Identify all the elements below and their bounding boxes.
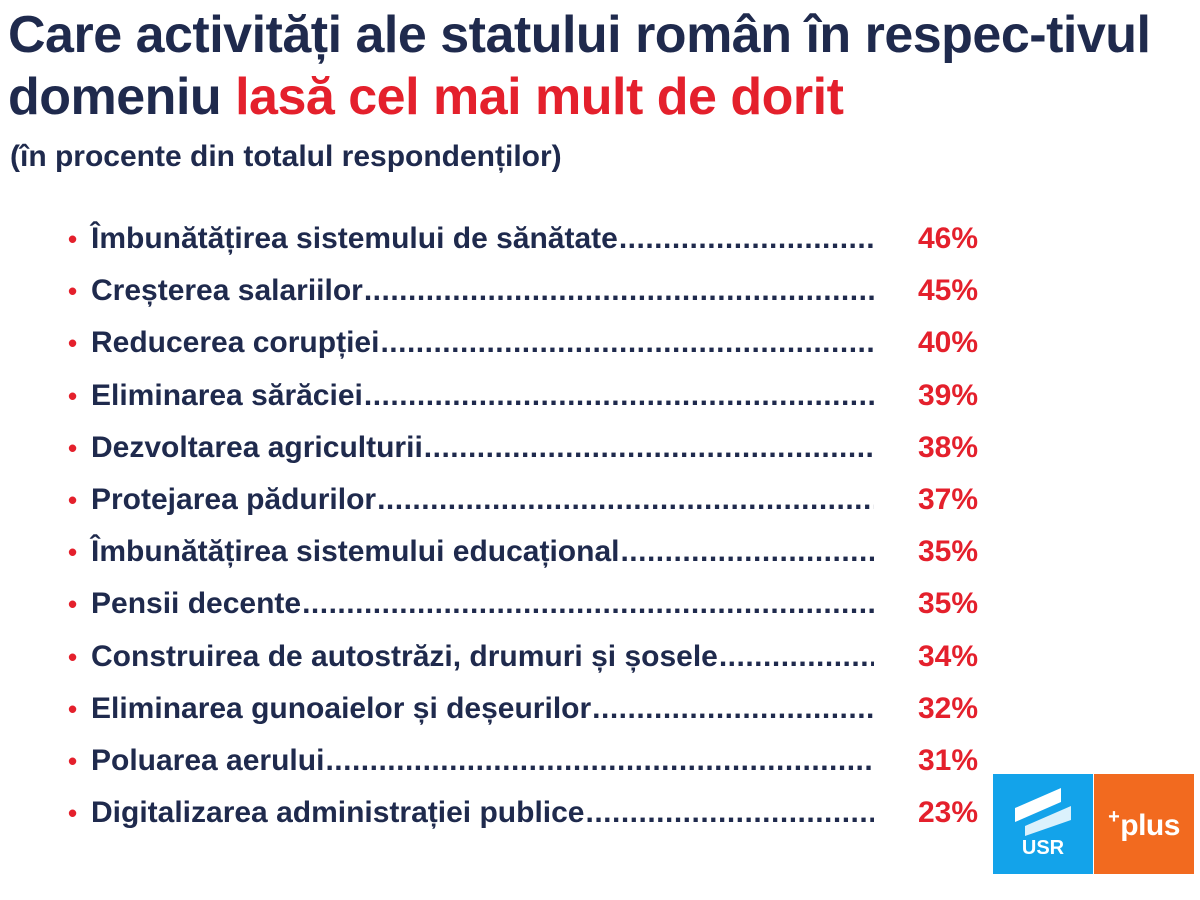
list-item: • Îmbunătățirea sistemului de sănătate 46% — [68, 222, 978, 274]
dot-leader — [592, 692, 874, 726]
dot-leader — [619, 222, 874, 256]
item-label: Pensii decente — [91, 587, 302, 621]
bullet-icon: • — [68, 641, 78, 672]
item-percent: 35% — [917, 587, 978, 621]
item-label: Construirea de autostrăzi, drumuri și șo… — [91, 639, 718, 673]
list-item: • Poluarea aerului 31% — [68, 744, 978, 796]
item-label: Reducerea corupției — [91, 326, 380, 360]
plus-sign-icon: + — [1108, 806, 1120, 828]
list-item: • Dezvoltarea agriculturii 38% — [68, 431, 978, 483]
list-item: • Digitalizarea administrației publice 23% — [68, 796, 978, 848]
title-main: Care activități ale statului român în re… — [8, 6, 1151, 126]
item-label: Dezvoltarea agriculturii — [91, 430, 423, 464]
item-percent: 34% — [917, 639, 978, 673]
item-percent: 38% — [917, 430, 978, 464]
item-percent: 45% — [917, 274, 978, 308]
item-label: Poluarea aerului — [91, 743, 325, 777]
item-label: Eliminarea sărăciei — [91, 378, 363, 412]
bullet-icon: • — [68, 745, 78, 776]
item-percent: 32% — [917, 691, 978, 725]
item-percent: 46% — [917, 222, 978, 255]
item-percent: 37% — [917, 482, 978, 516]
item-label: Digitalizarea administrației publice — [91, 796, 585, 830]
item-label: Protejarea pădurilor — [91, 482, 377, 516]
bullet-icon: • — [68, 537, 78, 568]
bullet-icon: • — [68, 224, 78, 254]
item-percent: 31% — [917, 743, 978, 777]
dot-leader — [719, 640, 874, 674]
list-item: • Reducerea corupției 40% — [68, 326, 978, 378]
item-percent: 35% — [917, 535, 978, 569]
page-subtitle: (în procente din totalul respondenților) — [10, 140, 562, 173]
plus-logo-text: +plus — [1094, 806, 1194, 843]
list-item: • Îmbunătățirea sistemului educațional 35% — [68, 535, 978, 587]
bullet-icon: • — [68, 484, 78, 515]
item-percent: 39% — [917, 378, 978, 412]
dot-leader — [364, 274, 874, 308]
list-item: • Construirea de autostrăzi, drumuri și ș… — [68, 640, 978, 692]
dot-leader — [620, 535, 874, 569]
item-label: Eliminarea gunoaielor și deșeurilor — [91, 691, 592, 725]
list-item: • Eliminarea sărăciei 39% — [68, 379, 978, 431]
usr-swoosh-icon — [1015, 788, 1071, 836]
dot-leader — [302, 587, 874, 621]
title-highlight: lasă cel mai mult de dorit — [235, 68, 844, 126]
list-item: • Creșterea salariilor 45% — [68, 274, 978, 326]
item-label: Creșterea salariilor — [91, 274, 363, 308]
bullet-icon: • — [68, 693, 78, 724]
dot-leader — [585, 796, 874, 830]
dot-leader — [377, 483, 874, 517]
item-label: Îmbunătățirea sistemului educațional — [91, 535, 620, 569]
dot-leader — [325, 744, 874, 778]
plus-logo-word: plus — [1120, 809, 1180, 842]
plus-logo: +plus — [1094, 774, 1194, 874]
survey-list: • Îmbunătățirea sistemului de sănătate 46%… — [68, 222, 978, 848]
item-label: Îmbunătățirea sistemului de sănătate — [91, 222, 618, 255]
usr-logo-text: USR — [1021, 837, 1065, 859]
dot-leader — [380, 326, 874, 360]
list-item: • Pensii decente 35% — [68, 587, 978, 639]
usr-logo: USR — [993, 774, 1093, 874]
list-item: • Protejarea pădurilor 37% — [68, 483, 978, 535]
page-title: Care activități ale statului român în re… — [8, 4, 1193, 128]
bullet-icon: • — [68, 589, 78, 620]
bullet-icon: • — [68, 276, 78, 307]
bullet-icon: • — [68, 798, 78, 829]
bullet-icon: • — [68, 432, 78, 463]
bullet-icon: • — [68, 380, 78, 411]
item-percent: 23% — [917, 796, 978, 830]
dot-leader — [424, 431, 874, 465]
dot-leader — [364, 379, 874, 413]
item-percent: 40% — [917, 326, 978, 360]
bullet-icon: • — [68, 328, 78, 359]
list-item: • Eliminarea gunoaielor și deșeurilor 32% — [68, 692, 978, 744]
